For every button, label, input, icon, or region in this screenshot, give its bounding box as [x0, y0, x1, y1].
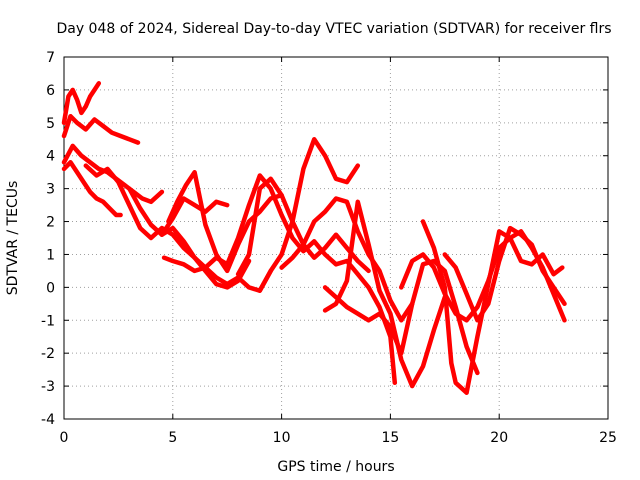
x-tick-label: 15 [381, 430, 399, 446]
y-tick-label: -4 [41, 412, 55, 428]
y-tick-label: 3 [46, 182, 55, 198]
y-tick-label: 6 [46, 83, 55, 99]
y-tick-label: 2 [46, 215, 55, 231]
y-tick-label: 4 [46, 149, 55, 165]
x-tick-label: 5 [168, 430, 177, 446]
y-tick-label: -1 [41, 313, 55, 329]
data-traces [61, 81, 567, 395]
x-tick-label: 0 [60, 430, 69, 446]
series-arc-4 [61, 160, 123, 218]
y-axis-label: SDTVAR / TECUs [5, 181, 21, 296]
x-tick-label: 25 [599, 430, 617, 446]
y-tick-label: 0 [46, 280, 55, 296]
x-axis-label: GPS time / hours [277, 459, 394, 475]
y-tick-label: 5 [46, 116, 55, 132]
series-arc-12 [279, 196, 415, 323]
x-tick-label: 10 [273, 430, 291, 446]
series-arc-8 [166, 169, 284, 274]
y-tick-label: -3 [41, 379, 55, 395]
y-tick-label: -2 [41, 346, 55, 362]
chart-title: Day 048 of 2024, Sidereal Day-to-day VTE… [56, 21, 611, 37]
x-tick-label: 20 [490, 430, 508, 446]
series-arc-16 [420, 219, 565, 395]
axis-ticks: 0 5 10 15 20 25 -4 -3 -2 -1 0 1 2 3 4 5 6 7 [41, 50, 617, 446]
series-arc-14 [322, 199, 448, 389]
grid [64, 57, 608, 419]
plot-frame [63, 56, 609, 420]
y-tick-label: 7 [46, 50, 55, 66]
series-arc-11 [257, 137, 361, 293]
series-arc-7 [159, 196, 230, 237]
series-arc-2 [61, 113, 141, 145]
series-arc-1 [61, 81, 102, 126]
series-arc-9 [161, 255, 273, 293]
y-tick-label: 1 [46, 247, 55, 263]
series-arc-17 [442, 225, 567, 323]
